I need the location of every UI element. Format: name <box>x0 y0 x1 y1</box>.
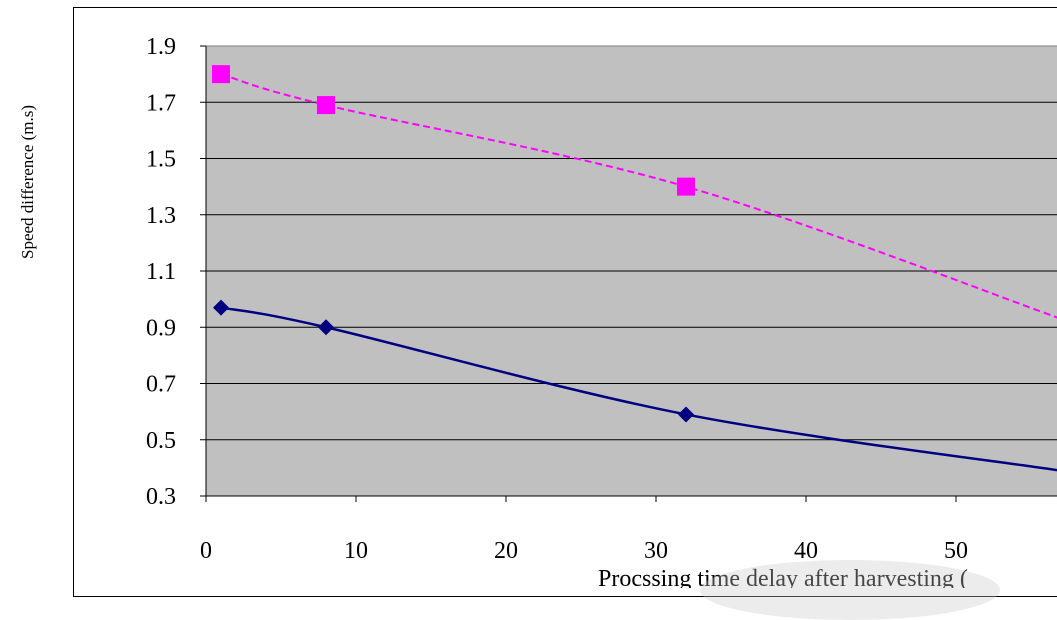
series-layer <box>212 65 1057 472</box>
data-point-square <box>317 96 335 115</box>
y-tick-label: 1.5 <box>146 147 176 173</box>
x-tick-label: 50 <box>944 538 968 564</box>
y-tick-label: 0.9 <box>146 315 176 341</box>
y-tick-label: 1.3 <box>146 203 176 229</box>
series-line-1 <box>220 73 1057 319</box>
x-tick-label: 20 <box>494 538 518 564</box>
series-line-2 <box>220 306 1057 472</box>
y-tick-label: 0.5 <box>146 428 176 454</box>
y-tick-label: 1.9 <box>146 34 176 60</box>
grid-lines <box>206 101 1057 441</box>
data-point-square <box>677 177 695 196</box>
tick-labels: 1.9 1.7 1.5 1.3 1.1 0.9 0.7 0.5 0.3 0 10 20 30 40 50 <box>146 34 968 564</box>
y-tick-label: 1.7 <box>146 90 176 116</box>
y-tick-label: 0.3 <box>146 484 176 510</box>
x-tick-label: 0 <box>200 538 212 564</box>
line-chart: 1.9 1.7 1.5 1.3 1.1 0.9 0.7 0.5 0.3 0 10 20 30 40 50 S… <box>18 34 1057 588</box>
x-tick-label: 30 <box>644 538 668 564</box>
axes <box>200 45 1057 502</box>
x-axis-title: Procssing time delay after harvesting ( <box>598 566 968 588</box>
data-point-square <box>212 65 230 84</box>
y-axis-title: Speed difference (m.s) <box>18 105 37 259</box>
data-point-diamond <box>213 299 229 316</box>
x-tick-label: 10 <box>344 538 368 564</box>
data-point-diamond <box>318 319 334 336</box>
data-point-diamond <box>678 406 694 423</box>
x-tick-label: 40 <box>794 538 818 564</box>
y-tick-label: 0.7 <box>146 372 176 398</box>
watermark-shape <box>700 560 1000 620</box>
y-tick-label: 1.1 <box>146 259 176 285</box>
